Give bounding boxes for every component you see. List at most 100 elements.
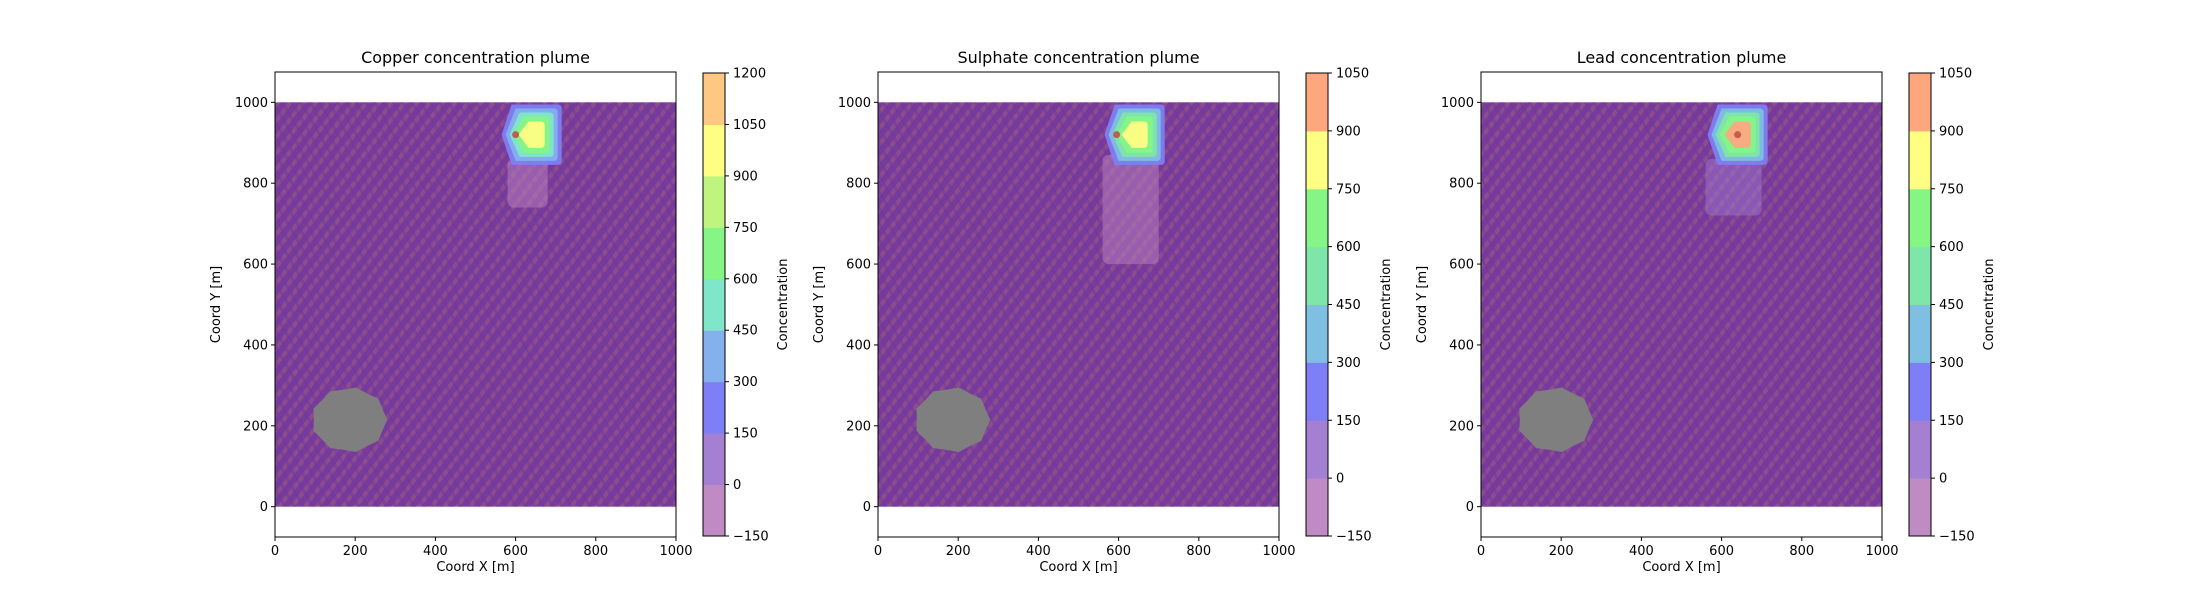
colorbar-segment — [1306, 246, 1328, 305]
y-tick-label: 1000 — [1441, 96, 1474, 111]
colorbar-tick-label: 750 — [1939, 182, 1964, 197]
x-tick-label: 200 — [343, 544, 368, 559]
colorbar-tick-label: 1200 — [733, 67, 766, 82]
colorbar-segment — [1909, 362, 1931, 421]
y-tick-label: 400 — [243, 338, 268, 353]
colorbar-tick-label: −150 — [1939, 530, 1975, 545]
colorbar-segment — [1306, 304, 1328, 363]
colorbar-segment — [1909, 304, 1931, 363]
chart-title: Lead concentration plume — [1577, 48, 1787, 67]
colorbar: −150 0 150 300 450 600 750 900 1050 Concentration — [1908, 67, 1997, 545]
colorbar-tick-label: 900 — [1939, 124, 1964, 139]
colorbar-segment — [1306, 478, 1328, 537]
y-tick-label: 0 — [863, 500, 871, 515]
colorbar: −150 0 150 300 450 600 750 900 1050 Concentration — [1305, 67, 1394, 545]
chart-panel-3: 0 200 400 600 800 1000 0 200 400 600 800 1000 Lead c… — [1415, 48, 1997, 575]
y-tick-label: 600 — [846, 258, 871, 273]
colorbar-tick-label: 150 — [1336, 414, 1361, 429]
no-data-region — [313, 387, 388, 452]
x-tick-label: 1000 — [1262, 544, 1295, 559]
x-axis-label: Coord X [m] — [436, 560, 514, 575]
colorbar-segment — [1909, 478, 1931, 537]
plume-band-5 — [1121, 121, 1148, 148]
colorbar-segment — [1909, 73, 1931, 132]
x-tick-label: 400 — [423, 544, 448, 559]
axes-frame — [877, 71, 1280, 538]
colorbar-tick-label: −150 — [733, 530, 769, 545]
colorbar-tick-label: 900 — [733, 169, 758, 184]
x-tick-label: 0 — [271, 544, 279, 559]
chart-title: Sulphate concentration plume — [957, 48, 1199, 67]
colorbar-segment — [1306, 362, 1328, 421]
y-tick-label: 800 — [243, 177, 268, 192]
colorbar-tick-label: 300 — [1336, 356, 1361, 371]
colorbar-segment — [1306, 420, 1328, 479]
y-tick-label: 1000 — [838, 96, 871, 111]
y-axis-label: Coord Y [m] — [209, 266, 224, 343]
colorbar-tick-label: 0 — [1336, 472, 1344, 487]
colorbar-frame — [702, 72, 726, 537]
chart-panel-1: 0 200 400 600 800 1000 0 200 400 600 800 1000 Copper… — [209, 48, 791, 575]
colorbar-segment — [703, 433, 725, 486]
plume-trail — [1705, 158, 1762, 216]
x-tick-label: 400 — [1629, 544, 1654, 559]
plume-trail — [507, 158, 548, 208]
colorbar-segment — [703, 227, 725, 280]
colorbar-segment — [1306, 188, 1328, 248]
x-tick-label: 0 — [1477, 544, 1485, 559]
colorbar-tick-label: 150 — [1939, 414, 1964, 429]
x-tick-label: 800 — [583, 544, 608, 559]
x-tick-label: 200 — [946, 544, 971, 559]
x-tick-label: 600 — [503, 544, 528, 559]
colorbar-segment — [1306, 73, 1328, 132]
colorbar-tick-label: 750 — [1336, 182, 1361, 197]
colorbar-segment — [703, 175, 725, 228]
colorbar-label: Concentration — [1982, 259, 1997, 351]
colorbar-segment — [1909, 246, 1931, 305]
y-tick-label: 800 — [1449, 177, 1474, 192]
y-tick-label: 600 — [1449, 258, 1474, 273]
x-tick-label: 800 — [1186, 544, 1211, 559]
x-axis-label: Coord X [m] — [1642, 560, 1720, 575]
x-tick-label: 0 — [874, 544, 882, 559]
colorbar-tick-label: 1050 — [733, 118, 766, 133]
y-tick-label: 600 — [243, 258, 268, 273]
colorbar-segment — [703, 278, 725, 331]
colorbar: −150 0 150 300 450 600 750 900 1050 1200 Concentra… — [702, 67, 791, 545]
colorbar-tick-label: 1050 — [1939, 67, 1972, 82]
colorbar-tick-label: 0 — [733, 478, 741, 493]
no-data-region — [916, 387, 991, 452]
y-tick-label: 200 — [243, 419, 268, 434]
plume-band-5 — [518, 121, 545, 148]
colorbar-segment — [703, 484, 725, 537]
y-tick-label: 200 — [1449, 419, 1474, 434]
x-tick-label: 1000 — [1865, 544, 1898, 559]
plume-peak — [512, 131, 520, 139]
colorbar-tick-label: 300 — [733, 375, 758, 390]
colorbar-tick-label: 1050 — [1336, 67, 1369, 82]
colorbar-tick-label: 900 — [1336, 124, 1361, 139]
y-tick-label: 0 — [260, 500, 268, 515]
y-tick-label: 0 — [1466, 500, 1474, 515]
x-tick-label: 800 — [1789, 544, 1814, 559]
colorbar-segment — [703, 381, 725, 434]
no-data-region — [1519, 387, 1594, 452]
axes-frame — [1480, 71, 1883, 538]
colorbar-label: Concentration — [1379, 259, 1394, 351]
colorbar-tick-label: 750 — [733, 221, 758, 236]
colorbar-tick-label: 450 — [1939, 298, 1964, 313]
colorbar-tick-label: 600 — [1939, 240, 1964, 255]
colorbar-segment — [1909, 420, 1931, 479]
colorbar-tick-label: 450 — [1336, 298, 1361, 313]
y-tick-label: 1000 — [235, 96, 268, 111]
plume-peak — [1113, 131, 1121, 139]
y-tick-label: 200 — [846, 419, 871, 434]
colorbar-label: Concentration — [776, 259, 791, 351]
x-tick-label: 400 — [1026, 544, 1051, 559]
y-axis-label: Coord Y [m] — [1415, 266, 1430, 343]
colorbar-tick-label: 600 — [1336, 240, 1361, 255]
y-axis-label: Coord Y [m] — [812, 266, 827, 343]
colorbar-tick-label: 0 — [1939, 472, 1947, 487]
colorbar-tick-label: 300 — [1939, 356, 1964, 371]
